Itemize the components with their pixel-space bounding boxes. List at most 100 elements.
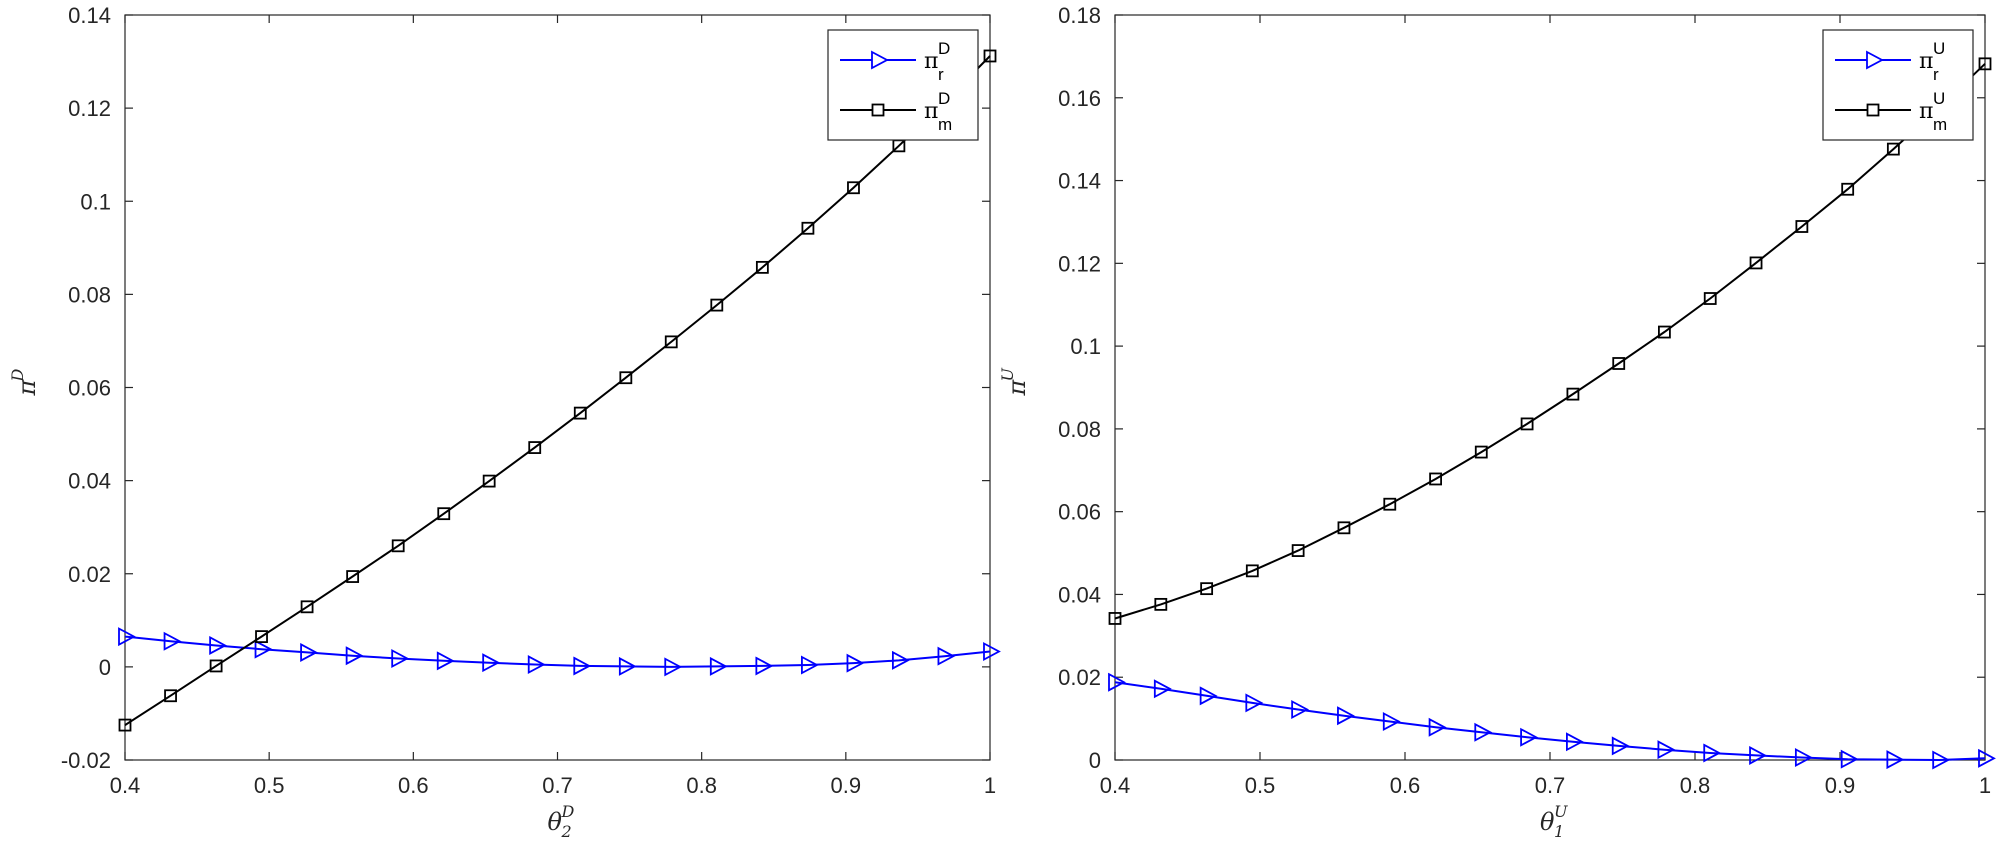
data-point-square [1337,521,1351,535]
y-tick-label: 0.16 [1058,86,1101,111]
data-point-triangle [163,631,182,651]
y-axis-label: π [13,379,41,397]
data-point-square [437,507,451,521]
data-point-triangle [118,627,136,647]
x-tick-label: 0.4 [110,773,141,798]
legend-label-sup: U [1933,39,1945,58]
legend-marker-triangle [871,50,889,70]
y-axis-label-group: πU [998,368,1031,397]
y-tick-label: 0.06 [1058,500,1101,525]
data-point-triangle [1382,712,1401,732]
y-tick-label: 0 [99,655,111,680]
data-point-square [755,260,769,274]
data-point-square [118,718,132,732]
data-point-square [528,441,542,454]
data-point-triangle [436,651,455,671]
y-axis-label-group: πD [8,369,41,397]
legend-label-sup: D [938,89,950,108]
y-tick-label: -0.02 [61,748,111,773]
x-axis-label-sub: 2 [561,822,572,841]
data-point-triangle [573,656,592,676]
data-point-triangle [755,656,774,676]
legend-label-sup: D [938,39,950,58]
data-point-triangle [1199,686,1218,706]
chart-left: 0.4 0.5 0.6 0.7 0.8 0.9 1 -0.02 0 0.02 0.04 0.06 0.0… [8,3,1001,841]
data-point-triangle [1153,679,1172,699]
y-tick-label: 0.1 [80,189,111,214]
y-tick-label: 0.06 [68,376,111,401]
x-axis-label: θ [548,808,563,836]
data-point-triangle [801,655,819,675]
data-point-square [164,689,177,703]
y-tick-label: 0.1 [1070,334,1101,359]
data-point-triangle [1794,748,1813,768]
data-point-square [710,298,724,312]
data-point-triangle [1611,736,1630,756]
data-point-triangle [709,656,728,676]
data-point-square [1795,220,1809,233]
data-point-square [209,659,223,673]
data-point-triangle [345,646,364,666]
y-tick-label: 0.08 [1058,417,1101,442]
data-point-square [983,49,997,63]
legend-marker-triangle [1866,50,1884,70]
data-point-square [1886,142,1900,156]
y-tick-label: 0.14 [1058,169,1101,194]
data-point-square [1978,57,1992,71]
x-tick-label: 0.6 [398,773,429,798]
data-point-square [300,600,314,614]
data-point-triangle [527,655,546,675]
legend-label-sub: r [1933,65,1939,84]
data-point-triangle [618,656,637,676]
y-tick-label: 0.02 [68,562,111,587]
x-tick-label: 1 [984,773,996,798]
y-axis-label-sup: U [998,368,1017,382]
x-tick-label: 0.9 [831,773,862,798]
data-point-square [1749,256,1763,270]
data-point-square [1658,325,1671,339]
data-point-triangle [391,648,410,668]
data-point-square [1291,544,1305,557]
legend-marker-square [871,103,885,117]
data-point-triangle [664,657,683,677]
data-point-square [1612,357,1626,370]
y-tick-label: 0.04 [1058,582,1101,607]
data-point-triangle [937,646,956,666]
data-point-square [1154,597,1168,611]
legend-marker-square [1866,103,1880,117]
data-point-triangle [1291,700,1310,720]
data-point-triangle [482,653,501,673]
data-point-square [1520,417,1534,431]
x-tick-label: 0.5 [1245,773,1276,798]
data-point-square [1474,445,1488,459]
data-point-triangle [846,653,865,673]
x-axis-label-sup: U [1554,802,1568,821]
series-line [1114,63,1986,620]
x-tick-label: 0.7 [1535,773,1566,798]
data-point-square [391,539,405,553]
data-point-square [1429,472,1442,486]
legend-box [827,29,979,141]
data-point-square [619,371,633,385]
x-axis-label-sub: 1 [1554,822,1564,841]
series-line [124,55,991,726]
data-point-triangle [1703,743,1722,763]
data-point-triangle [1932,750,1951,770]
data-point-square [1703,292,1717,305]
y-tick-label: 0.02 [1058,665,1101,690]
data-point-square [1566,387,1580,401]
data-point-triangle [209,635,228,655]
data-point-triangle [1886,750,1905,770]
data-point-square [1200,582,1214,596]
legend-label-sub: m [1933,115,1947,134]
x-tick-label: 0.4 [1100,773,1131,798]
data-point-square [1108,612,1122,625]
x-tick-label: 0.7 [542,773,573,798]
data-point-triangle [1657,740,1676,760]
data-point-square [664,335,678,349]
legend-box [1822,29,1974,141]
data-point-square [573,406,587,420]
y-axis-label: π [1003,379,1031,397]
y-axis-label-sup: D [8,369,27,383]
